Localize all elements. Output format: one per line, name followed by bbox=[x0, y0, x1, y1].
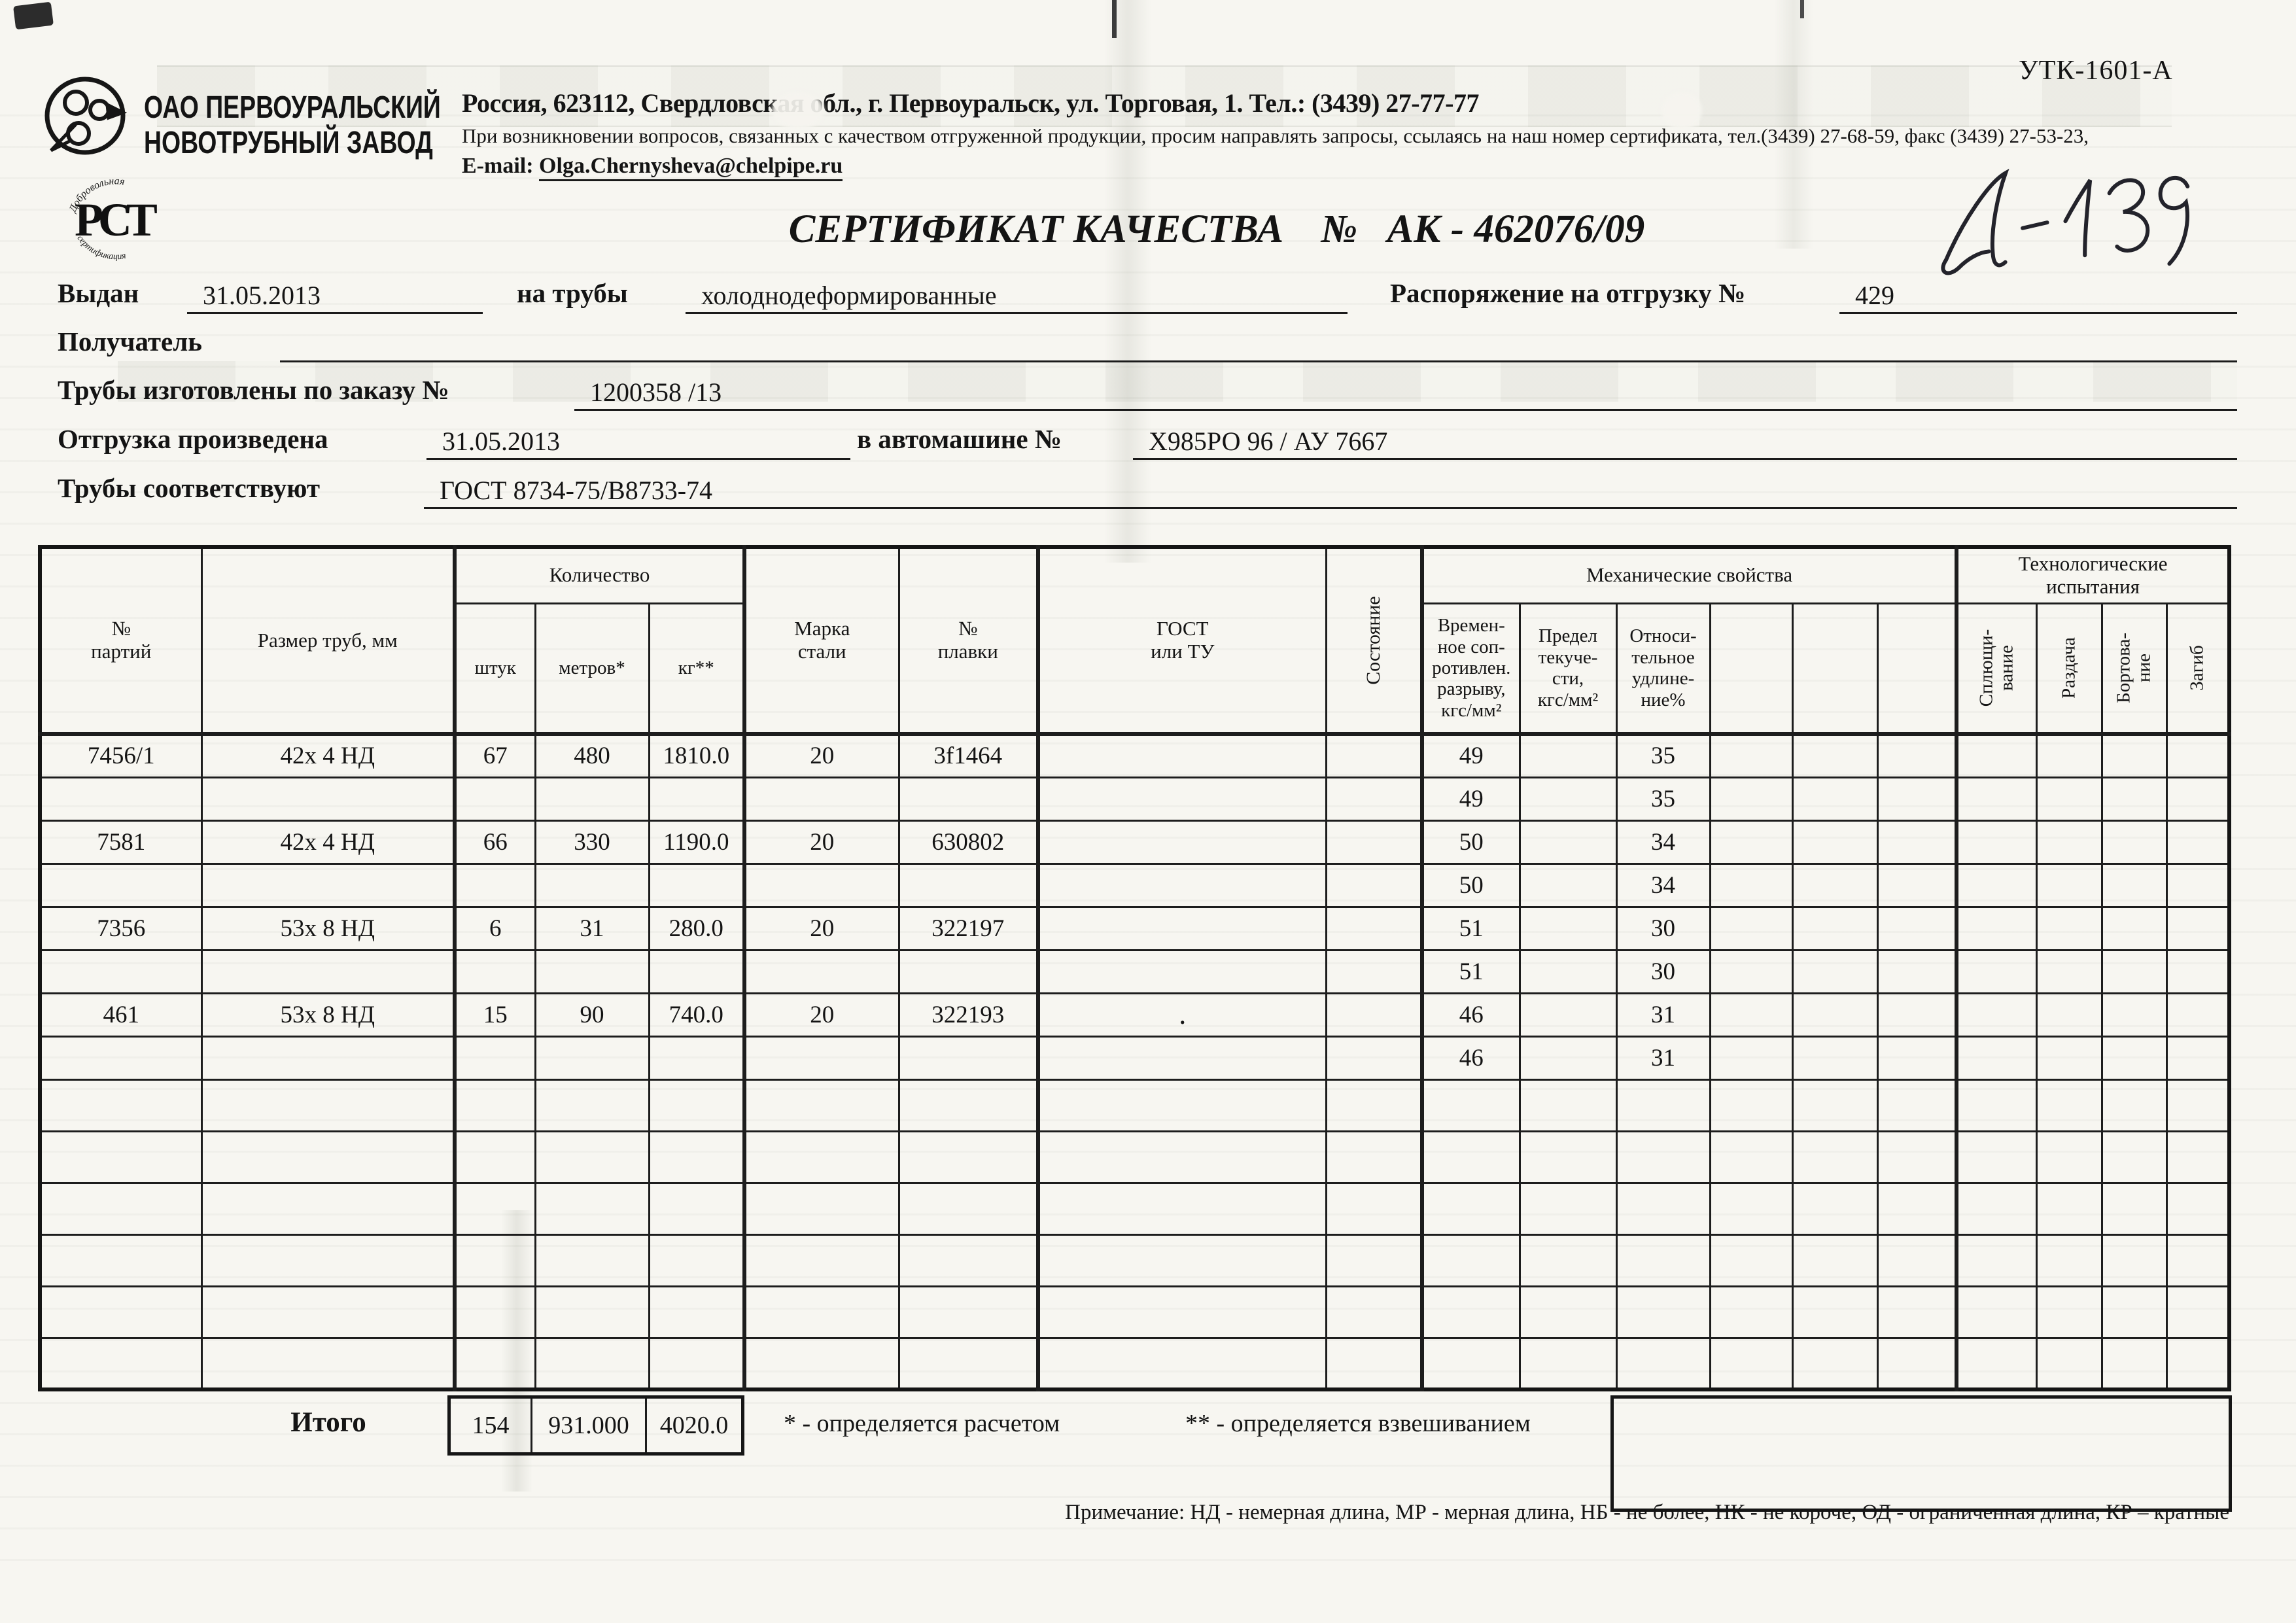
header-meters: метров* bbox=[534, 602, 650, 736]
header-mech-group: Механические свойства bbox=[1420, 546, 1958, 604]
total-meters: 931.000 bbox=[531, 1399, 645, 1452]
header-tech-group: Технологические испытания bbox=[1955, 546, 2231, 604]
svg-text:РСТ: РСТ bbox=[75, 194, 157, 246]
table-row-empty bbox=[39, 1130, 2231, 1184]
table-row-batch: 461 53х 8 НД 15 90 740.0 20 322193 . 46 … bbox=[39, 992, 2231, 1038]
company-name-line2: НОВОТРУБНЫЙ ЗАВОД bbox=[144, 125, 433, 160]
pntz-logo-icon bbox=[42, 76, 140, 159]
header-size: Размер труб, мм bbox=[200, 546, 456, 736]
company-address-block: Россия, 623112, Свердловская обл., г. Пе… bbox=[462, 88, 2189, 181]
table-row-sample: 46 31 bbox=[39, 1035, 2231, 1081]
header-flattening: Сплющи- вание bbox=[1955, 602, 2038, 736]
header-bend: Загиб bbox=[2165, 602, 2231, 736]
for-pipes-label: на трубы bbox=[517, 278, 628, 308]
order-label: Трубы изготовлены по заказу № bbox=[58, 375, 449, 405]
rst-certification-mark-icon: Добровольная сертификация РСТ bbox=[59, 166, 173, 274]
scan-fold-tick bbox=[1112, 0, 1117, 38]
cell-size: 42х 4 НД bbox=[200, 733, 456, 778]
shipped-label: Отгрузка произведена bbox=[58, 424, 328, 454]
cell-batch: 7356 bbox=[39, 905, 203, 951]
cell-size: 53х 8 НД bbox=[200, 992, 456, 1038]
form-code: УТК-1601-А bbox=[2019, 56, 2173, 86]
footnote-calc: * - определяется расчетом bbox=[784, 1410, 1060, 1437]
certificate-title-line: СЕРТИФИКАТ КАЧЕСТВА № АК - 462076/09 bbox=[720, 207, 1714, 253]
support-note: При возникновении вопросов, связанных с … bbox=[462, 124, 2089, 147]
cell-size: 42х 4 НД bbox=[200, 819, 456, 865]
total-pieces: 154 bbox=[472, 1412, 510, 1439]
legend-note: Примечание: НД - немерная длина, МР - ме… bbox=[1065, 1501, 2229, 1524]
table-row-sample: 49 35 bbox=[39, 776, 2231, 822]
cell-batch: 7581 bbox=[39, 819, 203, 865]
table-row-empty bbox=[39, 1233, 2231, 1287]
header-quantity-group: Количество bbox=[452, 546, 746, 604]
email-address[interactable]: Olga.Chernysheva@chelpipe.ru bbox=[539, 154, 843, 181]
cell-batch: 461 bbox=[39, 992, 203, 1038]
truck-value[interactable]: Х985РО 96 / АУ 7667 bbox=[1133, 423, 2237, 460]
table-row-batch: 7581 42х 4 НД 66 330 1190.0 20 630802 50… bbox=[39, 819, 2231, 865]
header-kg: кг** bbox=[648, 602, 746, 736]
scan-fold-tick bbox=[1800, 0, 1804, 18]
company-address: Россия, 623112, Свердловская обл., г. Пе… bbox=[462, 88, 1479, 118]
order-value[interactable]: 1200358 /13 bbox=[574, 374, 2237, 411]
scan-smudge bbox=[1661, 92, 1702, 130]
total-label: Итого bbox=[290, 1407, 366, 1438]
header-expansion: Раздача bbox=[2035, 602, 2103, 736]
header-elongation: Относи- тельное удлине- ние% bbox=[1615, 602, 1711, 736]
cell-size: 53х 8 НД bbox=[200, 905, 456, 951]
header-flanging: Бортова- ние bbox=[2100, 602, 2168, 736]
table-row-sample: 51 30 bbox=[39, 949, 2231, 994]
table-header-sub-row: штук метров* кг** Времен- ное соп- ротив… bbox=[40, 602, 2231, 736]
header-yield: Предел текуче- сти, кгс/мм² bbox=[1518, 602, 1618, 736]
header-state: Состояние bbox=[1325, 546, 1423, 736]
recipient-value[interactable] bbox=[280, 326, 2237, 362]
pipes-table-wrapper: № партий Размер труб, мм Количество Марк… bbox=[38, 545, 2232, 1391]
scan-corner-mark bbox=[13, 1, 54, 30]
pipes-table: № партий Размер труб, мм Количество Марк… bbox=[38, 545, 2232, 1391]
scan-smudge bbox=[772, 92, 824, 130]
cell-batch: 7456/1 bbox=[39, 733, 203, 778]
header-batch-no: № партий bbox=[39, 546, 203, 736]
recipient-label: Получатель bbox=[58, 326, 202, 357]
table-row-empty bbox=[39, 1078, 2231, 1132]
scan-fold-streak bbox=[1774, 0, 1813, 249]
table-row-batch: 7456/1 42х 4 НД 67 480 1810.0 20 3f1464 … bbox=[39, 733, 2231, 778]
table-row-empty bbox=[39, 1336, 2231, 1391]
shipped-value[interactable]: 31.05.2013 bbox=[426, 423, 850, 460]
total-kg: 4020.0 bbox=[645, 1399, 741, 1452]
scan-fold-streak bbox=[1104, 0, 1151, 563]
totals-box: 154 931.000 4020.0 bbox=[447, 1395, 744, 1456]
table-row-sample: 50 34 bbox=[39, 862, 2231, 908]
handwritten-mark bbox=[1926, 153, 2209, 300]
issued-value[interactable]: 31.05.2013 bbox=[187, 277, 483, 314]
certificate-number: АК - 462076/09 bbox=[1387, 207, 1645, 251]
header-tensile: Времен- ное соп- ротивлен. разрыву, кгс/… bbox=[1420, 602, 1521, 736]
header-steel-grade: Марка стали bbox=[742, 546, 900, 736]
header-gost: ГОСТ или ТУ bbox=[1036, 546, 1327, 736]
standard-label: Трубы соответствуют bbox=[58, 473, 321, 503]
stray-ink-dot: . bbox=[1036, 992, 1327, 1038]
email-line: E-mail: Olga.Chernysheva@chelpipe.ru bbox=[462, 154, 2189, 181]
table-row-empty bbox=[39, 1181, 2231, 1236]
scan-bleedthrough-band bbox=[157, 65, 2172, 127]
shipping-order-label: Распоряжение на отгрузку № bbox=[1390, 278, 1746, 308]
for-pipes-value[interactable]: холоднодеформированные bbox=[686, 277, 1348, 314]
footnote-weigh: ** - определяется взвешиванием bbox=[1185, 1410, 1531, 1437]
shipping-order-value[interactable]: 429 bbox=[1839, 277, 2237, 314]
empty-stamp-box bbox=[1610, 1395, 2232, 1512]
number-sign: № bbox=[1321, 207, 1358, 251]
standard-value[interactable]: ГОСТ 8734-75/В8733-74 bbox=[424, 472, 2237, 509]
scan-bleedthrough-band bbox=[118, 361, 2237, 402]
table-header-group-row: № партий Размер труб, мм Количество Марк… bbox=[39, 546, 2231, 736]
company-name-line1: ОАО ПЕРВОУРАЛЬСКИЙ bbox=[144, 90, 441, 125]
certificate-title: СЕРТИФИКАТ КАЧЕСТВА bbox=[788, 207, 1284, 251]
email-label: E-mail: bbox=[462, 154, 534, 178]
table-row-empty bbox=[39, 1285, 2231, 1339]
truck-label: в автомашине № bbox=[857, 424, 1062, 454]
header-pieces: штук bbox=[453, 602, 536, 736]
company-name: ОАО ПЕРВОУРАЛЬСКИЙ НОВОТРУБНЫЙ ЗАВОД bbox=[144, 90, 441, 161]
table-row-batch: 7356 53х 8 НД 6 31 280.0 20 322197 51 30 bbox=[39, 905, 2231, 951]
issued-label: Выдан bbox=[58, 278, 139, 308]
header-heat-no: № плавки bbox=[897, 546, 1039, 736]
